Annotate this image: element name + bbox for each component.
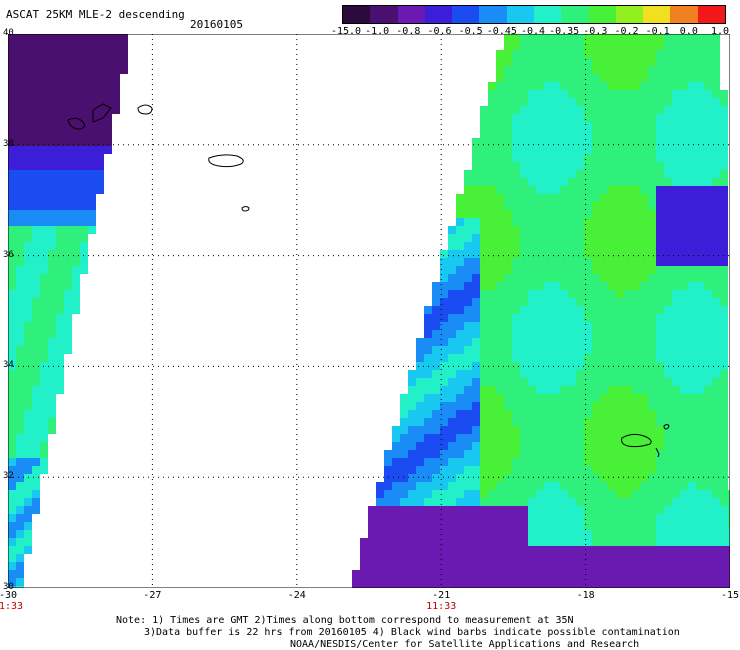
colorbar-label: -15.0 <box>330 26 362 37</box>
colorbar-segment <box>533 6 562 23</box>
swath-map <box>8 34 730 588</box>
colorbar-segment <box>424 6 453 23</box>
island-outline <box>621 433 652 448</box>
colorbar-segment <box>697 6 725 23</box>
colorbar-label: -0.4 <box>520 26 546 37</box>
colorbar-segment <box>370 6 398 23</box>
colorbar-segment <box>643 6 671 23</box>
colorbar <box>342 5 726 24</box>
lat-tick-label: 30 <box>3 582 14 592</box>
map-title: ASCAT 25KM MLE-2 descending <box>6 8 185 21</box>
lat-tick-label: 34 <box>3 360 14 371</box>
lat-tick-label: 36 <box>3 249 14 260</box>
colorbar-label: -0.5 <box>458 26 483 37</box>
colorbar-segment <box>670 6 698 23</box>
note-line-3: NOAA/NESDIS/Center for Satellite Applica… <box>290 639 640 650</box>
colorbar-segment <box>479 6 507 23</box>
colorbar-label: 1.0 <box>710 26 730 37</box>
colorbar-label: 0.0 <box>679 26 698 37</box>
colorbar-segment <box>588 6 616 23</box>
colorbar-segment <box>397 6 425 23</box>
colorbar-segment <box>343 6 371 23</box>
coastlines <box>67 103 670 458</box>
colorbar-label: -0.2 <box>614 26 639 37</box>
colorbar-segment <box>452 6 480 23</box>
lat-tick-label: 38 <box>3 138 14 149</box>
lat-tick-label: 32 <box>3 471 14 482</box>
island-outline <box>241 206 250 212</box>
lon-tick-label: -21 <box>432 590 451 601</box>
note-line-2: 3)Data buffer is 22 hrs from 20160105 4)… <box>144 627 680 638</box>
island-outline <box>67 117 86 130</box>
colorbar-label: -0.6 <box>427 26 452 37</box>
lon-tick-label: -15 <box>720 590 740 601</box>
note-line-1: Note: 1) Times are GMT 2)Times along bot… <box>116 615 574 626</box>
lon-tick-label: -30 <box>0 590 18 601</box>
lat-tick-label: 40 <box>3 28 14 38</box>
colorbar-label: -0.35 <box>549 26 580 37</box>
time-label: 11:33 <box>426 601 457 612</box>
map-date: 20160105 <box>190 18 243 31</box>
colorbar-label: -0.45 <box>486 26 517 37</box>
colorbar-label: -1.0 <box>365 26 390 37</box>
grid-lines <box>8 34 730 588</box>
colorbar-label: -0.3 <box>583 26 608 37</box>
island-outline <box>92 103 112 123</box>
lon-tick-label: -18 <box>576 590 595 601</box>
colorbar-segment <box>615 6 644 23</box>
colorbar-segment <box>561 6 589 23</box>
island-outline <box>137 104 153 115</box>
island-outline <box>208 154 244 168</box>
swath-cells <box>8 34 730 588</box>
lon-tick-label: -24 <box>287 590 306 601</box>
island-outline <box>663 424 670 430</box>
lon-tick-label: -27 <box>143 590 162 601</box>
time-label: 11:33 <box>0 601 24 612</box>
colorbar-label: -0.8 <box>396 26 421 37</box>
colorbar-segment <box>506 6 534 23</box>
colorbar-label: -0.1 <box>645 26 670 37</box>
island-outline <box>655 447 660 458</box>
